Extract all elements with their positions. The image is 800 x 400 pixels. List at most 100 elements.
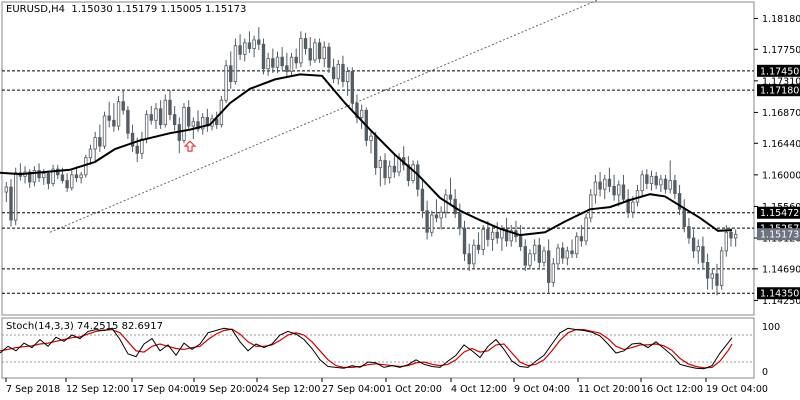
time-tick-label: 4 Oct 12:00 [451,384,507,395]
price-tick-label: 1.14250 [762,296,800,307]
price-tick-label: 1.16000 [762,170,800,181]
candle [126,105,130,139]
time-tick-label: 19 Oct 04:00 [706,384,768,395]
level-label: 1.17180 [760,86,799,97]
stochastic-lines [0,327,733,370]
candle [733,229,738,247]
candle [589,189,593,223]
candle [626,189,630,218]
candle [649,170,654,191]
candle [514,220,518,243]
candle [682,199,686,233]
candle [331,58,336,84]
time-tick-label: 19 Sep 20:00 [194,384,257,395]
candle [271,48,275,73]
candle [28,169,32,188]
candle [607,167,612,193]
candle [481,225,485,256]
stochastic-signal-value: 82.6917 [121,321,163,332]
candle [51,164,55,187]
candle [107,101,111,128]
candle [154,103,158,129]
time-tick-label: 16 Oct 12:00 [641,384,703,395]
stochastic-scale-bottom: 0 [762,367,768,378]
candle [687,217,691,244]
candle [612,174,616,201]
candle [243,38,247,62]
candle [186,100,191,131]
candle [378,156,383,187]
candle [158,100,163,129]
moving-average-line [0,73,733,237]
candle [518,225,523,251]
candle [112,103,116,132]
candle [84,154,88,178]
candle [280,47,284,71]
candle [168,90,172,121]
stochastic-signal-line [0,328,733,369]
candle [130,124,135,152]
level-label: 1.17450 [760,66,799,77]
candle [322,41,326,68]
candle [299,31,303,68]
up-arrow-icon [183,140,197,152]
candle [205,108,210,132]
candles [4,27,738,296]
candle [224,60,228,104]
candle [509,225,513,247]
candle [215,111,219,129]
candle [476,232,481,254]
open-value: 1.15030 [71,4,113,15]
candle [719,246,724,290]
candle [715,263,719,296]
candle [551,258,556,287]
candle [668,160,672,194]
candle [532,239,537,261]
candle [201,113,205,135]
close-value: 1.15173 [205,4,247,15]
stochastic-label: Stoch(14,3,3) [6,321,74,332]
candle [383,153,387,185]
candle [448,177,453,204]
candle [621,174,626,204]
candle [504,217,509,247]
trend-line-group [49,0,600,233]
candle [345,67,350,96]
price-pane: 1.18180 1.17750 1.17310 1.16870 1.16440 1.160… [0,0,800,316]
candle [490,226,495,251]
level-label-bg [757,228,800,241]
candle [4,182,9,203]
price-tick-label: 1.18180 [762,14,800,25]
candle [172,105,177,131]
stochastic-main-value: 74.2515 [77,321,119,332]
candle [275,51,280,73]
candle [584,213,588,246]
candle [56,164,60,180]
candle [416,160,420,197]
candle [654,171,658,190]
candle [233,38,238,85]
candle [257,27,261,51]
time-tick-label: 12 Sep 12:00 [66,384,129,395]
candle [710,268,714,290]
candle [663,174,668,194]
candle [546,239,551,293]
candle [98,124,102,152]
candle [341,55,345,88]
candle [705,253,710,290]
candle [74,166,79,183]
time-tick-label: 1 Oct 20:00 [386,384,442,395]
symbol-label: EURUSD,H4 [6,4,66,15]
candle [472,239,476,269]
price-tick-label: 1.17750 [762,45,800,56]
time-tick-label: 7 Sep 2018 [6,384,60,395]
candle [294,48,298,69]
candle [23,166,27,184]
candle [46,170,51,190]
candle [598,171,602,197]
level-label-bg [757,64,800,77]
candle [392,153,397,178]
time-tick-label: 9 Oct 04:00 [514,384,570,395]
